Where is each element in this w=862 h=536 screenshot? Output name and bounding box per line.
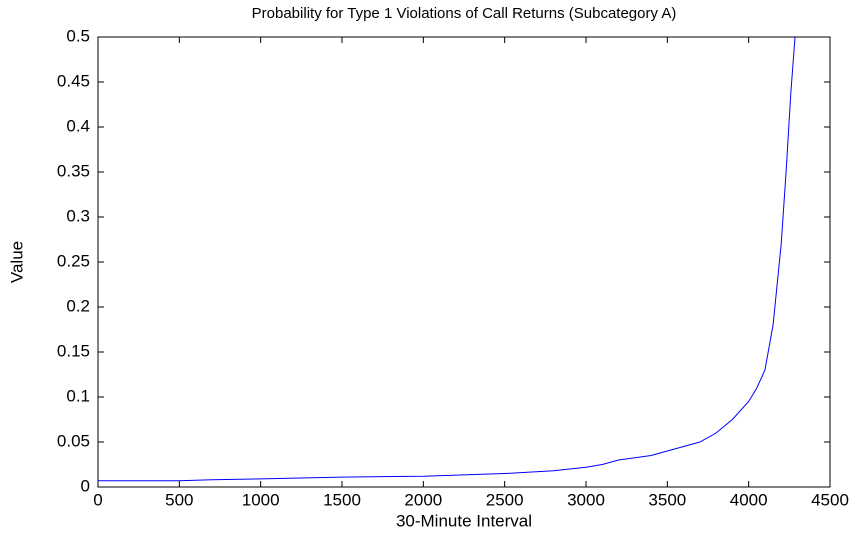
x-tick-label: 0 — [93, 490, 102, 509]
y-tick-label: 0.25 — [57, 251, 90, 270]
y-tick-label: 0.2 — [66, 296, 90, 315]
x-tick-label: 3000 — [567, 490, 605, 509]
x-tick-label: 1500 — [323, 490, 361, 509]
y-tick-label: 0.05 — [57, 431, 90, 450]
x-axis-label: 30-Minute Interval — [396, 511, 532, 530]
x-tick-label: 4500 — [811, 490, 849, 509]
y-tick-label: 0.15 — [57, 341, 90, 360]
y-tick-label: 0.45 — [57, 71, 90, 90]
x-tick-label: 1000 — [242, 490, 280, 509]
y-tick-label: 0.4 — [66, 116, 90, 135]
x-tick-label: 2000 — [404, 490, 442, 509]
chart-title: Probability for Type 1 Violations of Cal… — [252, 5, 677, 22]
y-axis-label: Value — [7, 241, 26, 283]
x-tick-label: 500 — [165, 490, 193, 509]
plot-frame — [97, 36, 831, 488]
x-tick-label: 2500 — [486, 490, 524, 509]
data-line — [98, 36, 796, 482]
y-tick-label: 0.3 — [66, 206, 90, 225]
y-tick-label: 0 — [81, 476, 90, 495]
x-tick-label: 4000 — [730, 490, 768, 509]
x-tick-label: 3500 — [648, 490, 686, 509]
y-tick-label: 0.1 — [66, 386, 90, 405]
y-tick-label: 0.35 — [57, 161, 90, 180]
y-tick-label: 0.5 — [66, 26, 90, 45]
